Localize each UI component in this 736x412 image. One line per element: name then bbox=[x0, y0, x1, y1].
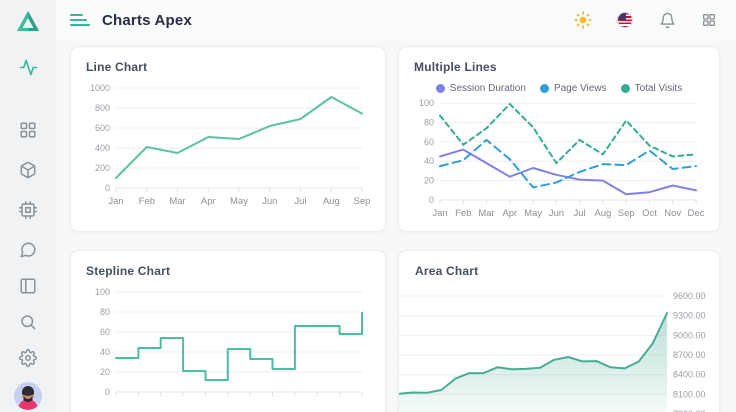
svg-text:Jul: Jul bbox=[294, 196, 306, 207]
area-chart: 7800.00 8100.00 8400.00 8700.00 9000.00 9300.… bbox=[399, 291, 706, 412]
svg-text:Mar: Mar bbox=[169, 196, 185, 207]
svg-text:Oct: Oct bbox=[642, 208, 657, 219]
legend-marker-icon bbox=[435, 83, 445, 93]
stepline-chart-card: Stepline Chart 0 20 40 60 80 100 bbox=[70, 250, 386, 412]
legend-label: Total Visits bbox=[634, 82, 683, 94]
top-header: Charts Apex bbox=[56, 0, 736, 40]
svg-text:Sep: Sep bbox=[354, 196, 370, 207]
svg-text:Feb: Feb bbox=[455, 208, 471, 219]
svg-text:Sep: Sep bbox=[618, 208, 635, 219]
legend-item[interactable]: Session Duration bbox=[435, 82, 526, 94]
legend-label: Page Views bbox=[553, 82, 607, 94]
svg-text:Jun: Jun bbox=[262, 196, 277, 207]
box-icon bbox=[19, 161, 37, 184]
svg-text:100: 100 bbox=[419, 98, 434, 108]
svg-text:8100.00: 8100.00 bbox=[673, 389, 706, 399]
search-icon bbox=[19, 313, 37, 336]
svg-text:Nov: Nov bbox=[664, 208, 681, 219]
multiple-lines-card: Multiple Lines Session Duration Page View… bbox=[398, 46, 720, 232]
svg-text:May: May bbox=[230, 196, 248, 207]
legend-item[interactable]: Page Views bbox=[539, 82, 607, 94]
svg-text:Aug: Aug bbox=[323, 196, 340, 207]
svg-text:20: 20 bbox=[100, 367, 110, 377]
legend-label: Session Duration bbox=[449, 82, 526, 94]
legend-marker-icon bbox=[539, 83, 549, 93]
sidebar bbox=[0, 0, 56, 412]
svg-text:1000: 1000 bbox=[90, 83, 110, 93]
svg-text:Apr: Apr bbox=[502, 208, 517, 219]
sidebar-item-layout[interactable] bbox=[10, 270, 46, 306]
svg-text:7800.00: 7800.00 bbox=[673, 409, 706, 412]
svg-text:May: May bbox=[524, 208, 542, 219]
svg-text:600: 600 bbox=[95, 123, 110, 133]
sidebar-item-components[interactable] bbox=[10, 154, 46, 190]
sidebar-item-messages[interactable] bbox=[10, 234, 46, 270]
settings-gear-icon bbox=[19, 348, 37, 372]
theme-sun-icon[interactable] bbox=[574, 11, 592, 29]
sidebar-item-dashboard[interactable] bbox=[10, 114, 46, 150]
svg-text:Dec: Dec bbox=[688, 208, 704, 219]
sidebar-item-system[interactable] bbox=[10, 194, 46, 230]
svg-text:60: 60 bbox=[100, 327, 110, 337]
svg-text:400: 400 bbox=[95, 143, 110, 153]
svg-text:Jan: Jan bbox=[432, 208, 447, 219]
chart-legend: Session Duration Page Views Total Visits bbox=[414, 80, 704, 96]
notifications-bell-icon[interactable] bbox=[658, 11, 676, 29]
layout-icon bbox=[19, 277, 37, 300]
chart-title: Stepline Chart bbox=[86, 264, 171, 278]
svg-text:0: 0 bbox=[429, 195, 434, 205]
language-us-flag-icon[interactable] bbox=[616, 11, 634, 29]
svg-text:200: 200 bbox=[95, 163, 110, 173]
sidebar-item-search[interactable] bbox=[10, 306, 46, 342]
hamburger-menu-icon[interactable] bbox=[70, 12, 90, 28]
svg-text:Apr: Apr bbox=[201, 196, 216, 207]
activity-icon bbox=[19, 58, 38, 82]
stepline-chart: 0 20 40 60 80 100 bbox=[95, 287, 363, 397]
svg-text:100: 100 bbox=[95, 287, 110, 297]
svg-text:0: 0 bbox=[105, 183, 110, 193]
svg-text:40: 40 bbox=[100, 347, 110, 357]
chart-title: Area Chart bbox=[415, 264, 479, 278]
svg-text:8400.00: 8400.00 bbox=[673, 370, 706, 380]
triangle-logo[interactable] bbox=[15, 9, 41, 38]
legend-item[interactable]: Total Visits bbox=[620, 82, 683, 94]
svg-text:80: 80 bbox=[100, 307, 110, 317]
area-chart-card: Area Chart 7800.00 8100.00 8400.00 8700.00 9… bbox=[398, 250, 720, 412]
chart-title: Multiple Lines bbox=[414, 60, 497, 74]
svg-text:9600.00: 9600.00 bbox=[673, 291, 706, 301]
svg-text:0: 0 bbox=[105, 387, 110, 397]
main-content: Line Chart 0 200 400 600 800 1000 Jan Feb Mar Apr… bbox=[56, 40, 736, 412]
svg-text:Jun: Jun bbox=[549, 208, 564, 219]
svg-text:20: 20 bbox=[424, 176, 434, 186]
page-title: Charts Apex bbox=[102, 11, 193, 29]
header-actions bbox=[574, 11, 718, 29]
dashboard-grid-icon bbox=[19, 121, 37, 144]
line-chart-card: Line Chart 0 200 400 600 800 1000 Jan Feb Mar Apr… bbox=[70, 46, 386, 232]
user-avatar[interactable] bbox=[14, 382, 42, 410]
svg-text:Feb: Feb bbox=[139, 196, 155, 207]
svg-text:60: 60 bbox=[424, 137, 434, 147]
chart-title: Line Chart bbox=[86, 60, 148, 74]
chat-bubble-icon bbox=[19, 241, 37, 264]
svg-text:8700.00: 8700.00 bbox=[673, 350, 706, 360]
svg-text:Jul: Jul bbox=[574, 208, 586, 219]
svg-text:9300.00: 9300.00 bbox=[673, 311, 706, 321]
svg-text:Aug: Aug bbox=[594, 208, 611, 219]
svg-text:Mar: Mar bbox=[478, 208, 494, 219]
cpu-icon bbox=[19, 200, 37, 224]
sidebar-item-settings[interactable] bbox=[10, 342, 46, 378]
sidebar-item-charts[interactable] bbox=[10, 52, 46, 88]
svg-text:800: 800 bbox=[95, 103, 110, 113]
svg-text:80: 80 bbox=[424, 117, 434, 127]
apps-grid-icon[interactable] bbox=[700, 11, 718, 29]
legend-marker-icon bbox=[620, 83, 630, 93]
svg-text:9000.00: 9000.00 bbox=[673, 330, 706, 340]
svg-text:40: 40 bbox=[424, 156, 434, 166]
svg-text:Jan: Jan bbox=[108, 196, 123, 207]
multi-line-chart: 0 20 40 60 80 100 Jan Feb Mar Apr May Jun Jul Aug Sep O… bbox=[419, 98, 704, 219]
line-chart: 0 200 400 600 800 1000 Jan Feb Mar Apr May Jun Jul Au… bbox=[90, 83, 370, 207]
